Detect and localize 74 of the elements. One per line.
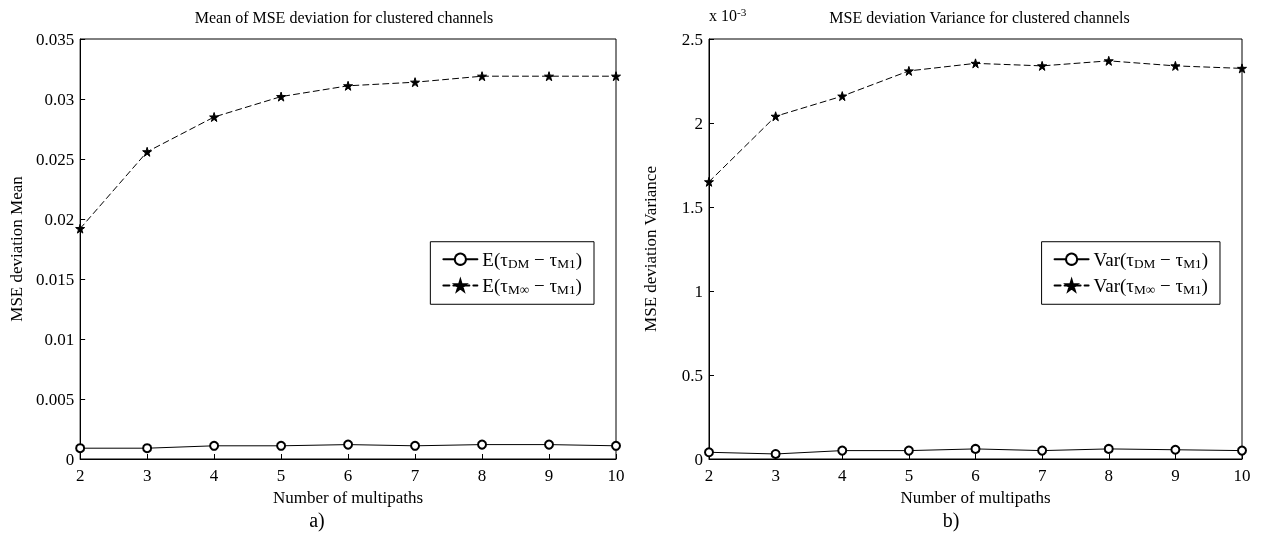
y-tick-label: 0.5	[681, 365, 703, 385]
y-tick-label: 0.015	[35, 269, 75, 289]
point	[837, 445, 848, 456]
point	[343, 80, 354, 91]
x-tick-label: 3	[771, 466, 780, 485]
y-tick-label: 0	[694, 449, 703, 469]
point	[1170, 60, 1181, 71]
point	[704, 176, 714, 187]
y-tick-label: 0.005	[35, 389, 75, 409]
point	[410, 77, 421, 88]
x-tick-label: 4	[209, 466, 219, 485]
point	[142, 443, 153, 454]
point	[1237, 63, 1247, 74]
point	[477, 71, 488, 82]
x-tick-label: 10	[607, 466, 625, 485]
point	[544, 71, 555, 82]
x-tick-label: 5	[904, 466, 914, 485]
chart-title: MSE deviation Variance for clustered channels	[829, 8, 1130, 26]
point	[903, 65, 914, 76]
point	[477, 439, 488, 450]
point	[1103, 55, 1114, 66]
x-tick-label: 5	[276, 466, 286, 485]
point	[704, 447, 714, 458]
y-tick-label: 0.02	[44, 209, 75, 229]
point	[544, 439, 555, 450]
point	[970, 58, 981, 69]
x-tick-label: 9	[1171, 466, 1180, 485]
x-tick-label: 6	[343, 466, 353, 485]
point	[770, 448, 781, 459]
point	[770, 111, 781, 122]
y-tick-label: 0.03	[44, 89, 75, 109]
x-tick-label: 9	[544, 466, 554, 485]
y-axis-title: MSE deviation Mean	[7, 175, 26, 322]
x-axis-title: Number of multipaths	[900, 488, 1051, 507]
y-tick-label: 0.035	[35, 29, 75, 49]
point	[410, 440, 421, 451]
point	[75, 223, 86, 234]
point	[611, 71, 621, 82]
y-tick-label: 0.025	[35, 149, 75, 169]
x-tick-label: 8	[477, 466, 487, 485]
y-tick-label: 1.5	[681, 197, 703, 217]
chart-title: Mean of MSE deviation for clustered channels	[194, 8, 494, 26]
point	[209, 112, 220, 122]
y-tick-label: 0	[65, 449, 75, 469]
point	[837, 91, 848, 102]
y-axis-title: MSE deviation Variance	[641, 166, 660, 332]
point	[1037, 60, 1048, 71]
y-tick-label: 1	[694, 281, 703, 301]
x-tick-label: 7	[1037, 466, 1047, 485]
text: a)	[309, 509, 325, 532]
y-tick-label: 0.01	[44, 329, 75, 349]
point	[970, 443, 981, 454]
x-tick-label: 7	[410, 466, 420, 485]
x-axis-title: Number of multipaths	[273, 488, 424, 507]
point	[209, 440, 220, 451]
x-tick-label: 8	[1104, 466, 1113, 485]
x-tick-label: 3	[142, 466, 152, 485]
point	[903, 445, 914, 456]
y-tick-label: 2.5	[681, 29, 703, 49]
x-tick-label: 10	[1233, 466, 1251, 485]
point	[1237, 445, 1247, 456]
point	[1170, 444, 1181, 455]
point	[343, 439, 354, 450]
y-tick-label: 2	[694, 113, 703, 133]
point	[1103, 443, 1114, 454]
point	[276, 440, 287, 451]
x-tick-label: 6	[971, 466, 980, 485]
point	[276, 91, 287, 102]
text: b)	[942, 509, 960, 532]
point	[611, 440, 621, 451]
x-tick-label: 4	[838, 466, 847, 485]
point	[75, 443, 86, 454]
point	[142, 146, 153, 157]
point	[1037, 445, 1048, 456]
